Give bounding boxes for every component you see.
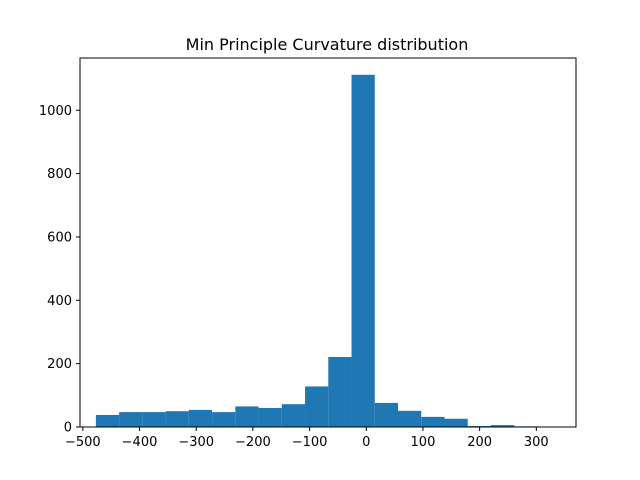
histogram-bar	[258, 407, 282, 427]
x-tick-label: 0	[362, 435, 370, 450]
histogram-bar	[351, 74, 375, 428]
plot-area-frame	[79, 57, 577, 428]
histogram-bar	[188, 409, 213, 427]
x-tick-label: −100	[292, 435, 328, 450]
y-tick-label: 200	[47, 357, 72, 372]
bars-group	[95, 74, 561, 428]
histogram-bar	[328, 357, 352, 427]
y-axis-ticks: 0 200 400 600 800 1000	[39, 104, 80, 436]
y-tick-label: 0	[64, 421, 72, 436]
histogram-bar	[119, 412, 143, 427]
y-tick-label: 400	[47, 294, 72, 309]
histogram-bar	[142, 412, 166, 427]
histogram-bar	[398, 410, 422, 427]
y-tick-label: 600	[47, 230, 72, 245]
x-tick-label: 100	[411, 435, 436, 450]
histogram-bar	[212, 412, 236, 427]
x-tick-label: −300	[178, 435, 214, 450]
x-tick-label: 300	[524, 435, 549, 450]
chart-title: Min Principle Curvature distribution	[186, 35, 469, 54]
histogram-bar	[421, 416, 445, 427]
x-tick-label: 200	[467, 435, 492, 450]
histogram-bar	[490, 425, 515, 427]
histogram-bar	[95, 414, 120, 427]
x-tick-label: −400	[122, 435, 158, 450]
y-tick-label: 1000	[39, 104, 72, 119]
y-tick-label: 800	[47, 167, 72, 182]
histogram-bar	[444, 418, 468, 427]
histogram-bar	[165, 411, 189, 427]
histogram-bar	[235, 406, 259, 427]
histogram-bar	[374, 402, 399, 427]
histogram-bar	[281, 404, 306, 427]
x-tick-label: −200	[235, 435, 271, 450]
x-axis-ticks: −500 −400 −300 −200 −100 0 100 200 300	[65, 427, 549, 450]
histogram-bar	[305, 386, 329, 427]
x-tick-label: −500	[65, 435, 101, 450]
